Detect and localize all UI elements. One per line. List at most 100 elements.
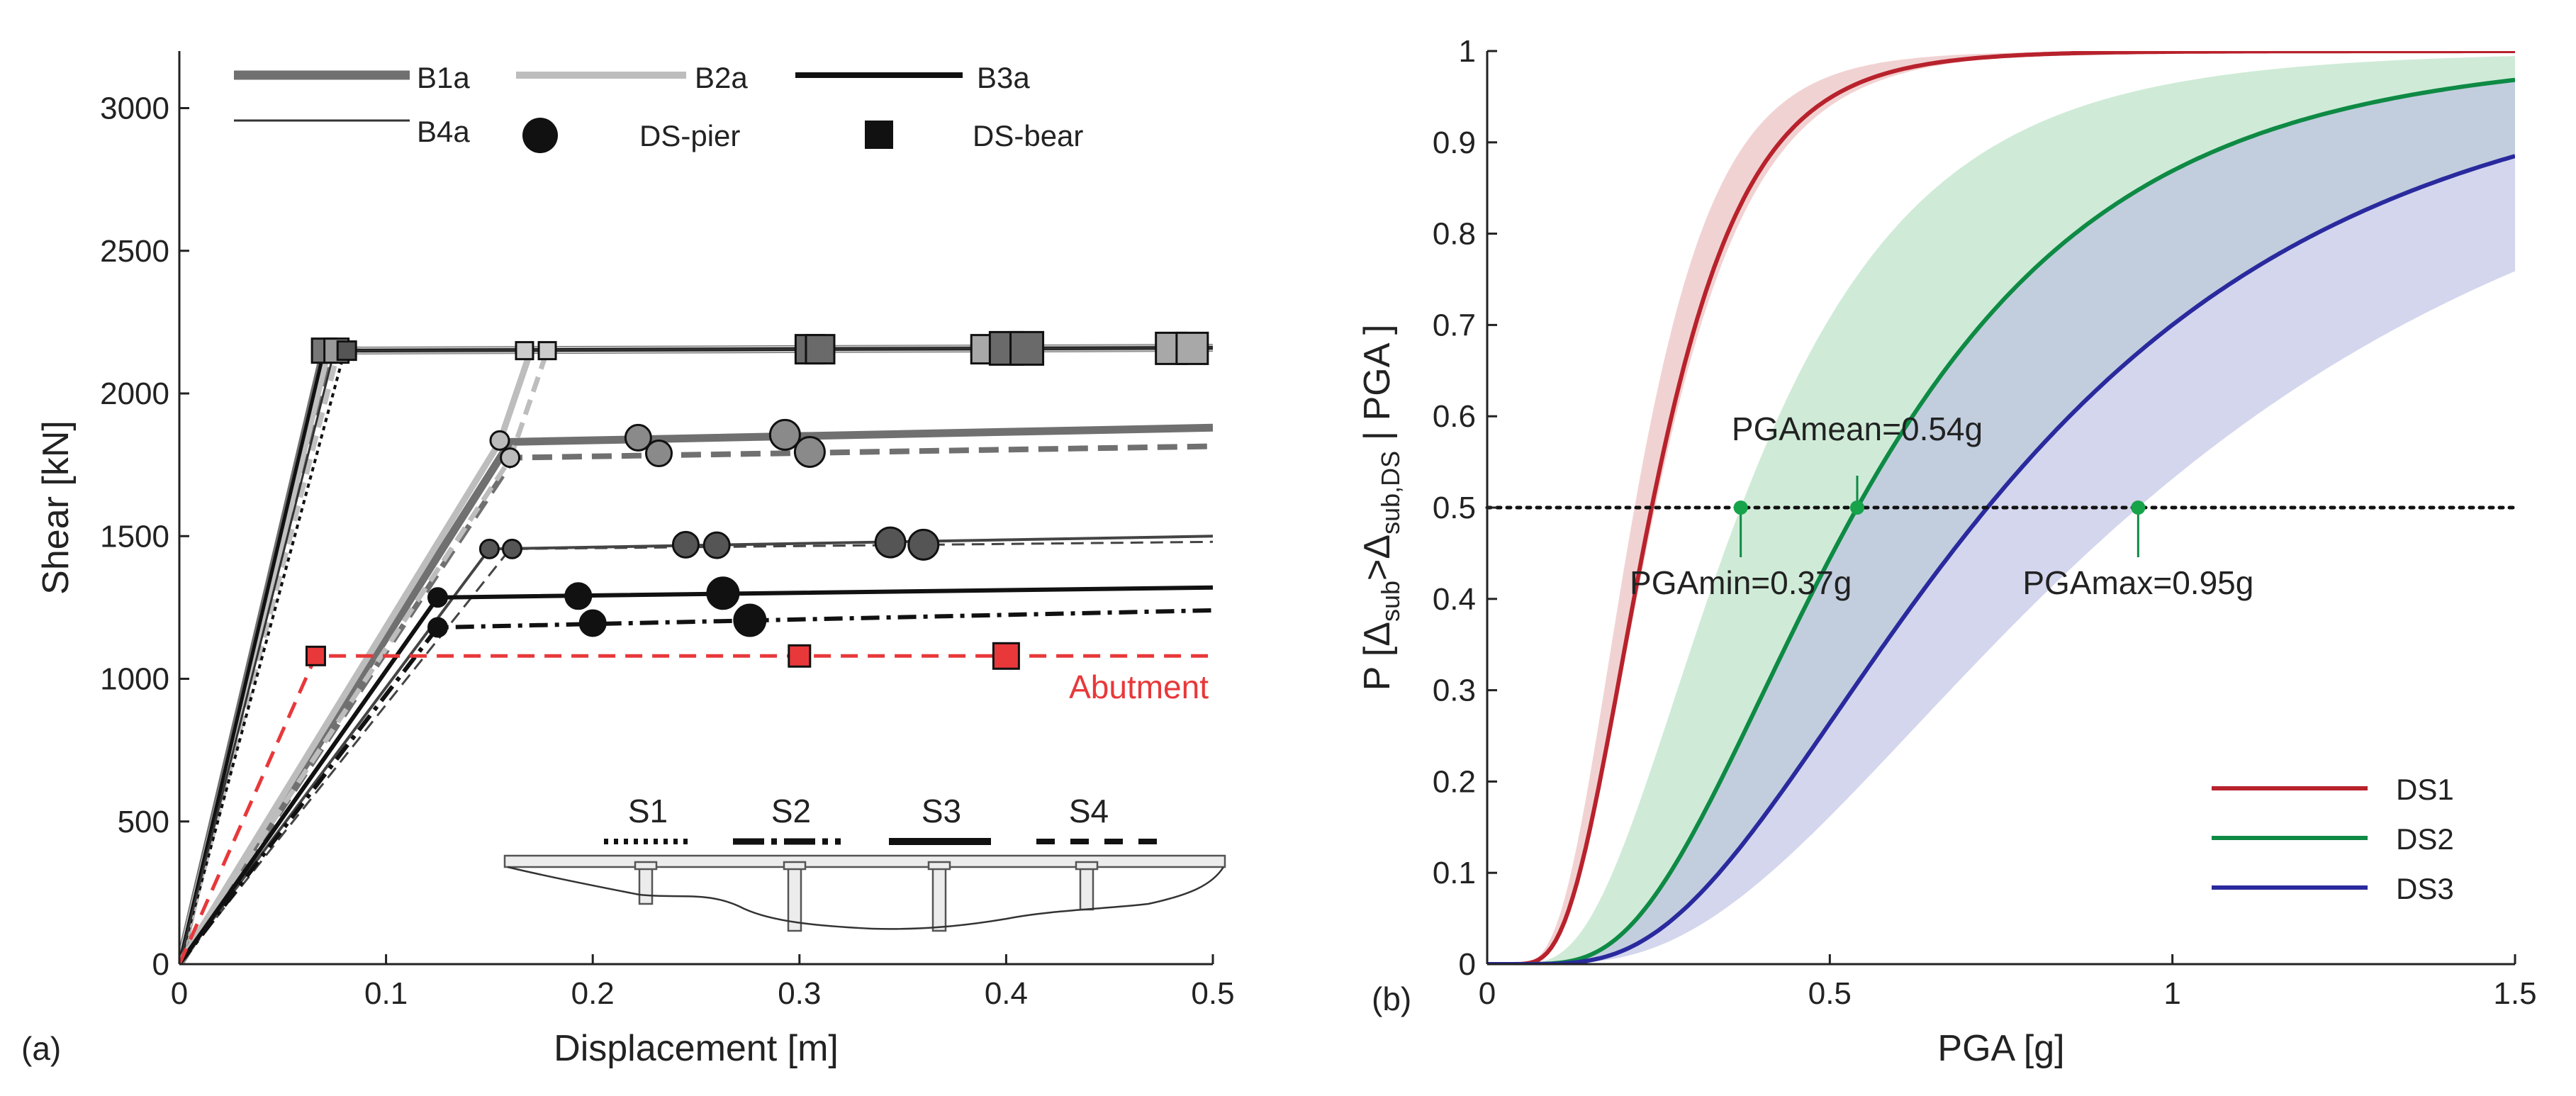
panel-a-x-tick-label: 0.3 xyxy=(778,976,821,1011)
inset-ground xyxy=(507,866,1225,930)
ds-pier-marker-18 xyxy=(478,538,500,559)
panel-a-y-tick-label: 1500 xyxy=(100,519,169,554)
panel-a-y-tick-label: 2000 xyxy=(100,376,169,411)
panel-b-y-axis-label: P [Δsub>Δsub,DS | PGA ] xyxy=(1357,325,1405,691)
legend-marker-ds-bear xyxy=(865,121,893,149)
panel-a-x-tick-label: 0.5 xyxy=(1191,976,1234,1011)
curve-ds2 xyxy=(1487,77,2515,964)
panel-b-y-tick-label: 0.4 xyxy=(1433,582,1476,617)
ds-bear-marker-2 xyxy=(336,340,357,362)
legend-label-b4a: B4a xyxy=(417,115,470,148)
panel-a-x-tick-label: 0.4 xyxy=(985,976,1028,1011)
pga-point-label-1: PGAmean=0.54g xyxy=(1732,410,1983,447)
legend-label-ds-pier: DS-pier xyxy=(639,119,740,152)
panel-a-y-tick-label: 2500 xyxy=(100,234,169,269)
ds-bear-marker-11 xyxy=(1175,331,1209,365)
pga-point-0 xyxy=(1733,501,1748,515)
inset-deck xyxy=(503,854,1226,868)
ds-pier-marker-19 xyxy=(501,538,522,559)
panel-b-y-tick-label: 0.8 xyxy=(1433,217,1476,252)
panel-a-axes xyxy=(178,51,1214,966)
panel-b-x-tick-label: 0.5 xyxy=(1808,976,1852,1011)
panel-b-points: PGAmin=0.37g PGAmean=0.54g PGAmax=0.95g xyxy=(1630,410,2253,601)
panel-b-y-tick-label: 0 xyxy=(1459,947,1476,982)
panel-b-axes xyxy=(1486,50,2516,966)
panel-b-y-tick-label: 0.1 xyxy=(1433,856,1476,890)
panel-a-y-tick-label: 1000 xyxy=(100,662,169,697)
pga-point-label-2: PGAmax=0.95g xyxy=(2022,564,2253,601)
panel-b-x-tick-label: 0 xyxy=(1479,976,1496,1011)
panel-b-x-tick-labels: 0 0.5 1 1.5 xyxy=(1479,976,2537,1011)
legend-label-b2a: B2a xyxy=(695,61,748,94)
ds-pier-marker-29 xyxy=(733,603,767,637)
panel-a-y-axis-label: Shear [kN] xyxy=(35,420,77,595)
ds-pier-marker-23 xyxy=(907,528,940,561)
ds-pier-marker-15 xyxy=(645,440,673,468)
panel-a-x-tick-labels: 0 0.1 0.2 0.3 0.4 0.5 xyxy=(171,976,1235,1011)
panel-b-y-tick-labels: 0 0.1 0.2 0.3 0.4 0.5 0.6 0.7 0.8 0.9 1 xyxy=(1433,34,1476,982)
panel-b-y-tick-label: 0.7 xyxy=(1433,308,1476,342)
panel-b-x-axis-label: PGA [g] xyxy=(1937,1028,2064,1069)
curve-b1a-8 xyxy=(179,443,1213,964)
curve-b4a-11 xyxy=(179,535,1213,964)
inset-label-s2: S2 xyxy=(771,793,811,829)
ds-pier-marker-25 xyxy=(427,617,448,638)
ds-pier-marker-27 xyxy=(578,609,607,637)
panel-a-markers xyxy=(305,330,1209,670)
panel-a-y-tick-label: 0 xyxy=(152,947,169,982)
panel-a-y-tick-label: 500 xyxy=(118,805,169,839)
ds-bear-marker-6 xyxy=(805,334,836,365)
panel-b-x-tick-label: 1 xyxy=(2163,976,2180,1011)
pga-point-label-0: PGAmin=0.37g xyxy=(1630,564,1852,601)
panel-a: 0 0.1 0.2 0.3 0.4 0.5 0 500 1000 1500 2000 2500 300… xyxy=(21,51,1235,1069)
curve-b1a-7 xyxy=(179,423,1213,964)
ds-bear-marker-32 xyxy=(992,642,1020,670)
pga-point-2 xyxy=(2131,501,2146,515)
panel-b-y-tick-label: 0.9 xyxy=(1433,125,1476,160)
inset-label-s1: S1 xyxy=(628,793,668,829)
curve-b3a-13 xyxy=(179,585,1213,964)
ds-bear-marker-31 xyxy=(788,644,812,668)
panel-b-y-tick-label: 0.5 xyxy=(1433,491,1476,525)
legend-marker-ds-pier xyxy=(522,118,558,153)
ds-bear-marker-9 xyxy=(1009,330,1045,366)
panel-b-y-tick-label: 0.2 xyxy=(1433,764,1476,799)
legend-label-ds-bear: DS-bear xyxy=(973,119,1083,152)
ds-pier-marker-17 xyxy=(793,436,826,469)
ds-bear-marker-4 xyxy=(537,341,557,361)
panel-a-x-tick-label: 0.2 xyxy=(571,976,615,1011)
ds-pier-marker-14 xyxy=(624,423,652,452)
panel-label-a: (a) xyxy=(21,1030,61,1067)
panel-b-y-tick-label: 1 xyxy=(1459,34,1476,69)
curve-b4a-12 xyxy=(179,540,1213,964)
abutment-label: Abutment xyxy=(1069,669,1209,705)
ds-bear-marker-30 xyxy=(305,645,326,666)
ds-pier-marker-20 xyxy=(671,530,700,559)
panel-b-x-tick-label: 1.5 xyxy=(2493,976,2536,1011)
panel-a-y-tick-label: 3000 xyxy=(100,91,169,126)
ds-pier-marker-21 xyxy=(702,531,731,559)
panel-b-y-tick-label: 0.3 xyxy=(1433,673,1476,708)
panel-a-legend: B1a B2a B3a B4a DS-pier DS-bear xyxy=(234,61,1083,153)
pga-point-1 xyxy=(1850,501,1864,515)
legend-label-b1a: B1a xyxy=(417,61,470,94)
panel-a-x-axis-label: Displacement [m] xyxy=(554,1028,839,1069)
legend-label-b3a: B3a xyxy=(977,61,1030,94)
panel-b-y-tick-label: 0.6 xyxy=(1433,399,1476,434)
ds-bear-marker-3 xyxy=(515,341,534,361)
panel-label-b: (b) xyxy=(1372,980,1411,1017)
ds-pier-marker-26 xyxy=(564,582,593,610)
ds-pier-marker-16 xyxy=(768,418,801,451)
ds-pier-marker-12 xyxy=(489,430,510,451)
inset-label-s3: S3 xyxy=(922,793,961,829)
panel-b-curves xyxy=(1487,51,2515,964)
panel-a-y-tick-labels: 0 500 1000 1500 2000 2500 3000 xyxy=(100,91,169,983)
panel-a-x-tick-label: 0 xyxy=(171,976,188,1011)
inset-label-s4: S4 xyxy=(1069,793,1109,829)
ds-pier-marker-24 xyxy=(427,587,448,608)
panel-a-x-tick-label: 0.1 xyxy=(364,976,408,1011)
panel-b-legend: DS1 DS2 DS3 xyxy=(2212,773,2454,905)
ds-pier-marker-28 xyxy=(706,576,740,610)
